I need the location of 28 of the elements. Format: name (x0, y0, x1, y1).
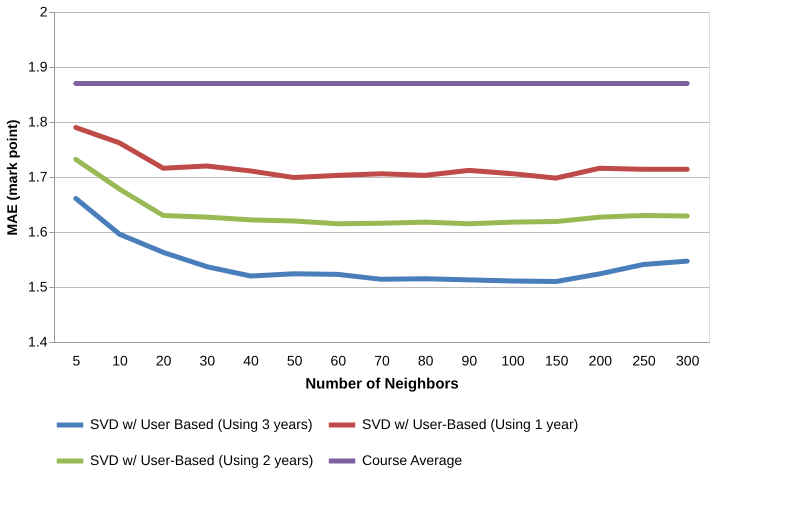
x-tick-label: 5 (72, 352, 80, 368)
y-tick-label: 1.9 (28, 58, 48, 74)
x-tick-label: 300 (676, 352, 700, 368)
legend-label: SVD w/ User-Based (Using 2 years) (90, 452, 314, 468)
x-tick-label: 200 (588, 352, 612, 368)
x-tick-label: 250 (632, 352, 656, 368)
legend-label: Course Average (362, 452, 462, 468)
x-tick-label: 80 (418, 352, 434, 368)
y-axis-title: MAE (mark point) (4, 120, 20, 236)
x-tick-label: 150 (544, 352, 569, 368)
legend-label: SVD w/ User-Based (Using 1 year) (362, 416, 578, 432)
x-axis-title: Number of Neighbors (305, 376, 459, 392)
legend-label: SVD w/ User Based (Using 3 years) (90, 416, 313, 432)
x-tick-label: 20 (156, 352, 172, 368)
x-tick-label: 100 (501, 352, 525, 368)
y-tick-label: 2 (40, 4, 48, 20)
x-tick-label: 90 (462, 352, 478, 368)
x-tick-label: 50 (286, 352, 303, 368)
x-tick-label: 30 (200, 352, 216, 368)
y-tick-label: 1.4 (28, 334, 48, 350)
y-tick-label: 1.8 (28, 114, 48, 130)
x-tick-label: 40 (243, 352, 259, 368)
x-tick-label: 60 (330, 352, 346, 368)
y-tick-label: 1.6 (28, 224, 48, 240)
y-tick-label: 1.7 (28, 168, 48, 184)
x-tick-label: 10 (112, 352, 128, 368)
y-tick-label: 1.5 (28, 278, 48, 294)
x-tick-label: 70 (374, 352, 390, 368)
